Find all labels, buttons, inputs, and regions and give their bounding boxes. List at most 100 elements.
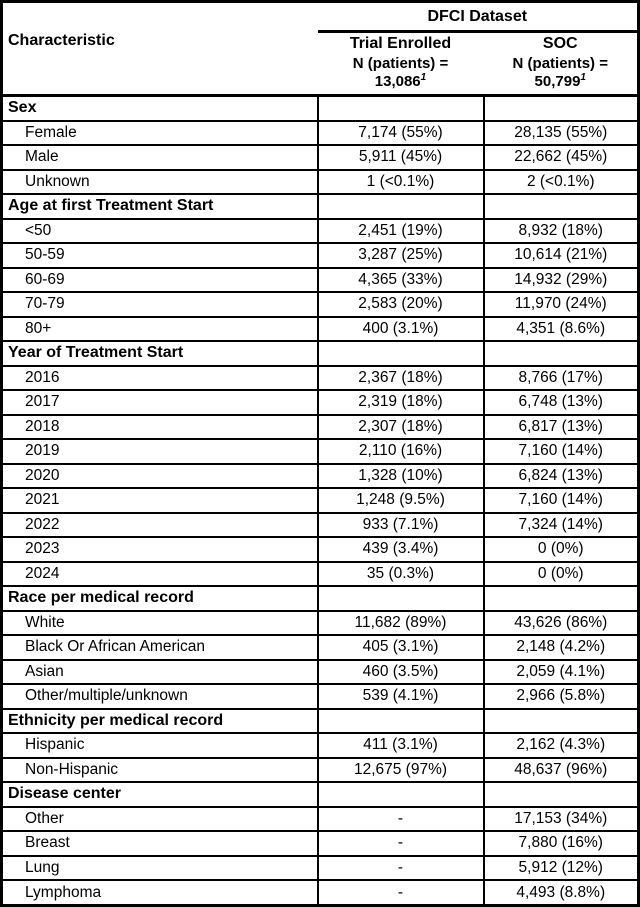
table-body: Sex Female 7,174 (55%) 28,135 (55%) Male 5,91… — [0, 94, 640, 907]
section-empty-soc-cell — [482, 707, 640, 735]
soc-value: 14,932 (29%) — [482, 266, 640, 294]
table-row: 2023 439 (3.4%) 0 (0%) — [0, 536, 640, 563]
section-title: Ethnicity per medical record — [0, 707, 319, 735]
soc-value: 8,766 (17%) — [482, 364, 640, 392]
row-label: 2021 — [0, 487, 319, 514]
section-header-row: Race per medical record — [0, 585, 640, 612]
characteristic-column-header: Characteristic — [1, 1, 318, 97]
soc-column-header: SOC — [542, 34, 578, 52]
table-row: 2021 1,248 (9.5%) 7,160 (14%) — [0, 487, 640, 514]
row-label: Other — [0, 805, 319, 833]
row-label: Lymphoma — [0, 879, 319, 907]
row-label: 60-69 — [0, 266, 319, 294]
section-header-row: Year of Treatment Start — [0, 340, 640, 367]
trial-enrolled-value: 2,451 (19%) — [316, 217, 485, 245]
soc-value: 10,614 (21%) — [482, 242, 640, 269]
trial-enrolled-value: 35 (0.3%) — [316, 560, 485, 588]
row-label: Breast — [0, 830, 319, 857]
section-empty-trial-cell — [316, 781, 485, 808]
row-label: 2020 — [0, 462, 319, 490]
soc-value: 6,824 (13%) — [482, 462, 640, 490]
row-label: 2017 — [0, 389, 319, 416]
trial-enrolled-value: 2,367 (18%) — [316, 364, 485, 392]
table-row: 50-59 3,287 (25%) 10,614 (21%) — [0, 242, 640, 269]
soc-value: 2 (<0.1%) — [482, 168, 640, 196]
section-empty-soc-cell — [482, 781, 640, 808]
section-empty-trial-cell — [316, 585, 485, 612]
soc-value: 8,932 (18%) — [482, 217, 640, 245]
trial-n-footnote-marker: 1 — [420, 71, 427, 83]
table-header: Characteristic DFCI Dataset Trial Enroll… — [1, 1, 639, 97]
soc-value: 0 (0%) — [482, 536, 640, 563]
table-row: Breast -7,880 (16%) — [0, 830, 640, 857]
soc-value: 7,160 (14%) — [482, 438, 640, 465]
trial-enrolled-value: - — [316, 805, 485, 833]
trial-enrolled-value: 11,682 (89%) — [316, 609, 485, 637]
trial-enrolled-value: 2,583 (20%) — [316, 291, 485, 318]
soc-value: 7,880 (16%) — [482, 830, 640, 857]
soc-value: 4,351 (8.6%) — [482, 315, 640, 343]
section-empty-soc-cell — [482, 585, 640, 612]
row-label: 2016 — [0, 364, 319, 392]
trial-enrolled-value: 933 (7.1%) — [316, 511, 485, 539]
table-row: 2020 1,328 (10%) 6,824 (13%) — [0, 462, 640, 490]
row-label: 2024 — [0, 560, 319, 588]
trial-enrolled-value: 3,287 (25%) — [316, 242, 485, 269]
soc-value: 43,626 (86%) — [482, 609, 640, 637]
table-row: <50 2,451 (19%) 8,932 (18%) — [0, 217, 640, 245]
section-title: Disease center — [0, 781, 319, 808]
dataset-group-header: DFCI Dataset — [317, 1, 639, 33]
table-row: 60-69 4,365 (33%) 14,932 (29%) — [0, 266, 640, 294]
section-empty-trial-cell — [316, 94, 485, 122]
table-row: 2024 35 (0.3%) 0 (0%) — [0, 560, 640, 588]
table-row: Hispanic 411 (3.1%) 2,162 (4.3%) — [0, 732, 640, 759]
table-row: Black Or African American 405 (3.1%) 2,148… — [0, 634, 640, 661]
row-label: 2023 — [0, 536, 319, 563]
row-label: Female — [0, 119, 319, 147]
soc-value: 2,059 (4.1%) — [482, 658, 640, 686]
row-label: Other/multiple/unknown — [0, 683, 319, 710]
table-row: 2016 2,367 (18%) 8,766 (17%) — [0, 364, 640, 392]
row-label: Male — [0, 144, 319, 171]
trial-enrolled-value: - — [316, 879, 485, 907]
section-title: Sex — [0, 94, 319, 122]
section-header-row: Age at first Treatment Start — [0, 193, 640, 220]
trial-enrolled-value: 1,248 (9.5%) — [316, 487, 485, 514]
trial-enrolled-value: 12,675 (97%) — [316, 756, 485, 784]
table-row: Female 7,174 (55%) 28,135 (55%) — [0, 119, 640, 147]
section-empty-trial-cell — [316, 340, 485, 367]
soc-value: 48,637 (96%) — [482, 756, 640, 784]
section-header-row: Disease center — [0, 781, 640, 808]
soc-value: 7,160 (14%) — [482, 487, 640, 514]
row-label: Non-Hispanic — [0, 756, 319, 784]
trial-enrolled-n-header: N (patients) = 13,0861 — [317, 54, 484, 97]
soc-n-value: 50,799 — [534, 72, 581, 90]
soc-value: 2,148 (4.2%) — [482, 634, 640, 661]
row-label: 2018 — [0, 413, 319, 441]
row-label: Asian — [0, 658, 319, 686]
table-row: 2018 2,307 (18%) 6,817 (13%) — [0, 413, 640, 441]
soc-value: 6,817 (13%) — [482, 413, 640, 441]
table-row: Non-Hispanic 12,675 (97%) 48,637 (96%) — [0, 756, 640, 784]
header-row-dataset: Characteristic DFCI Dataset — [1, 1, 639, 97]
soc-value: 7,324 (14%) — [482, 511, 640, 539]
table-row: 2017 2,319 (18%) 6,748 (13%) — [0, 389, 640, 416]
row-label: Lung — [0, 854, 319, 882]
table-row: Male 5,911 (45%) 22,662 (45%) — [0, 144, 640, 171]
table-row: Other/multiple/unknown 539 (4.1%) 2,966 (5… — [0, 683, 640, 710]
trial-enrolled-value: 439 (3.4%) — [316, 536, 485, 563]
trial-enrolled-value: 411 (3.1%) — [316, 732, 485, 759]
trial-enrolled-value: 2,319 (18%) — [316, 389, 485, 416]
row-label: 2022 — [0, 511, 319, 539]
table-row: Lung -5,912 (12%) — [0, 854, 640, 882]
soc-n-header: N (patients) = 50,7991 — [483, 54, 639, 97]
trial-enrolled-value: 400 (3.1%) — [316, 315, 485, 343]
soc-n-label: N (patients) = — [512, 54, 608, 72]
trial-enrolled-value: 5,911 (45%) — [316, 144, 485, 171]
trial-enrolled-value: 4,365 (33%) — [316, 266, 485, 294]
section-title: Race per medical record — [0, 585, 319, 612]
section-empty-soc-cell — [482, 193, 640, 220]
soc-value: 28,135 (55%) — [482, 119, 640, 147]
section-title: Year of Treatment Start — [0, 340, 319, 367]
